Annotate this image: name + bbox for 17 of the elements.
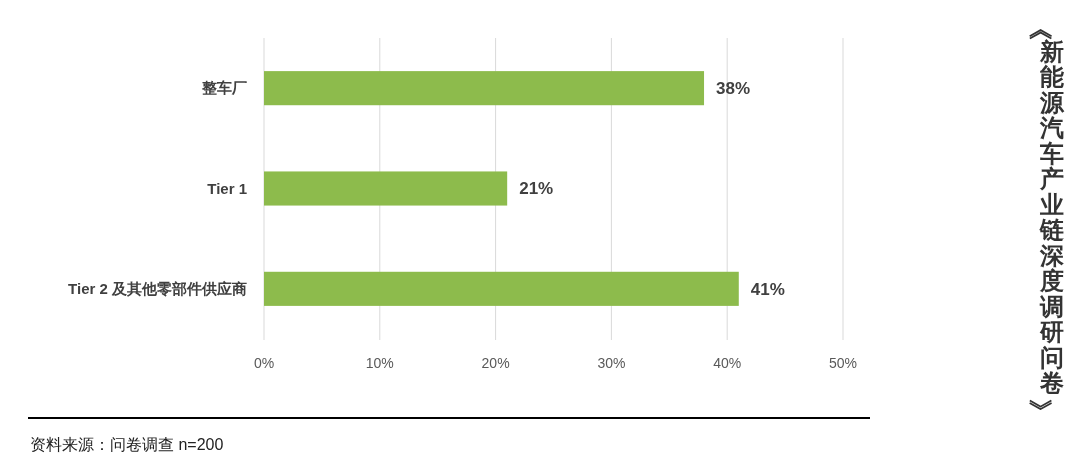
data-label: 41% xyxy=(750,279,785,299)
x-tick-label: 50% xyxy=(828,354,858,371)
bar xyxy=(264,271,739,306)
data-label: 38% xyxy=(716,79,751,99)
x-tick-label: 0% xyxy=(253,354,275,371)
bar xyxy=(264,71,705,106)
text: 资料来源：问卷调查 n=200 xyxy=(30,436,224,453)
y-tick-label: 整车厂 xyxy=(201,79,247,97)
y-tick-label: Tier 1 xyxy=(207,179,247,197)
data-label: 21% xyxy=(519,179,554,199)
chart-title: 《新能源汽车产业链深度调研问卷》 xyxy=(1027,16,1064,423)
x-tick-label: 30% xyxy=(597,354,626,371)
x-tick-label: 40% xyxy=(713,354,742,371)
bar xyxy=(264,171,508,206)
y-tick-label: Tier 2 及其他零部件供应商 xyxy=(68,280,247,298)
x-tick-label: 20% xyxy=(481,354,510,371)
x-tick-label: 10% xyxy=(365,354,394,371)
